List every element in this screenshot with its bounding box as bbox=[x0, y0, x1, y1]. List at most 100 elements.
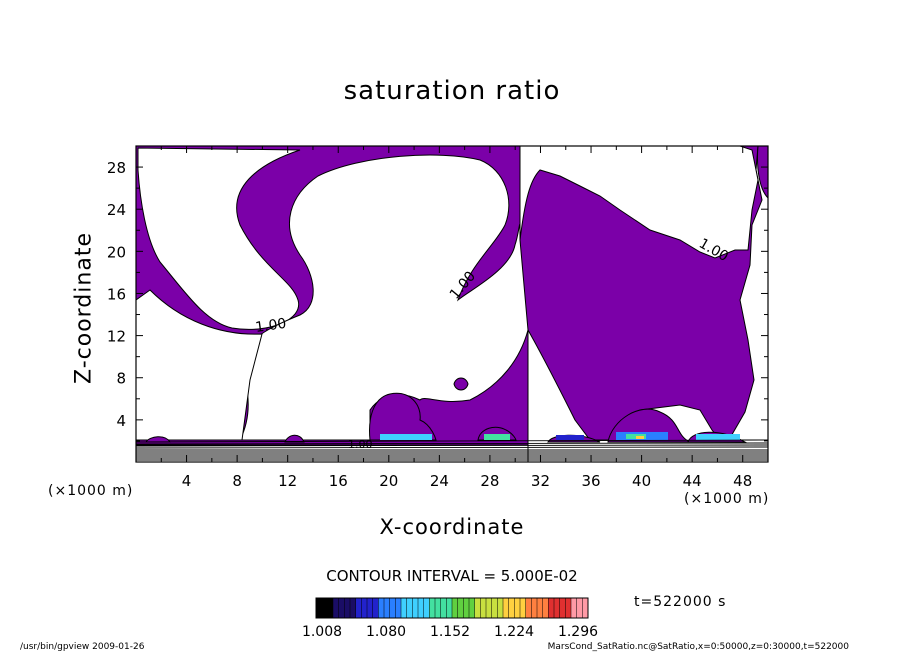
colorbar-cell bbox=[435, 598, 442, 618]
colorbar-tick-label: 1.008 bbox=[302, 624, 342, 640]
surface-contour-lines bbox=[136, 439, 768, 461]
contour-blob-26 bbox=[453, 377, 469, 391]
x-origin-unit-label: (×1000 m) bbox=[48, 483, 134, 499]
contour-blob-20 bbox=[369, 392, 437, 441]
colorbar-tick-label: 1.224 bbox=[494, 624, 534, 640]
x-tick-label: 44 bbox=[683, 472, 702, 490]
footer-left-text: /usr/bin/gpview 2009-01-26 bbox=[20, 642, 145, 652]
colorbar-cell bbox=[457, 598, 464, 618]
x-axis-unit-label: (×1000 m) bbox=[684, 491, 770, 507]
colorbar-cell bbox=[350, 598, 357, 618]
colorbar-cell bbox=[316, 598, 323, 618]
x-tick-label: 40 bbox=[632, 472, 651, 490]
colorbar-cell bbox=[395, 598, 402, 618]
colorbar-cell bbox=[520, 598, 527, 618]
x-tick-label: 48 bbox=[733, 472, 752, 490]
colorbar bbox=[315, 597, 589, 619]
colorbar-cell bbox=[474, 598, 481, 618]
contour-hole-left-lower bbox=[136, 289, 263, 441]
colorbar-cell bbox=[401, 598, 408, 618]
y-tick-group: 4 8 12 16 20 24 28 bbox=[107, 159, 768, 442]
x-tick-label: 20 bbox=[379, 472, 398, 490]
colorbar-frame bbox=[315, 597, 589, 619]
colorbar-cell bbox=[333, 598, 340, 618]
plot-frame bbox=[135, 145, 769, 463]
x-tick-label: 4 bbox=[182, 472, 192, 490]
colorbar-ticks: 1.008 1.080 1.152 1.224 1.296 bbox=[302, 624, 598, 640]
colorbar-cell bbox=[571, 598, 578, 618]
colorbar-cell bbox=[463, 598, 470, 618]
colorbar-cell bbox=[537, 598, 544, 618]
contour-fill-layer bbox=[136, 146, 768, 462]
y-tick-label: 16 bbox=[107, 285, 126, 303]
contour-interval-label: CONTOUR INTERVAL = 5.000E-02 bbox=[326, 567, 578, 585]
colorbar-cell bbox=[440, 598, 447, 618]
x-tick-label: 12 bbox=[278, 472, 297, 490]
colorbar-cell bbox=[389, 598, 396, 618]
colorbar-cell bbox=[446, 598, 453, 618]
y-tick-label: 28 bbox=[107, 159, 126, 177]
contour-blob-12 bbox=[284, 434, 305, 443]
footer-right-text: MarsCond_SatRatio.nc@SatRatio,x=0:50000,… bbox=[547, 642, 849, 652]
contour-hole-center bbox=[239, 154, 529, 441]
colorbar-cell bbox=[327, 598, 334, 618]
x-tick-group: 4 8 12 16 20 24 28 32 36 40 44 48 bbox=[160, 146, 752, 490]
colorbar-cell bbox=[503, 598, 510, 618]
colorbar-cell bbox=[508, 598, 515, 618]
supersat-patch-40c bbox=[636, 436, 644, 439]
colorbar-cell bbox=[452, 598, 459, 618]
colorbar-cell bbox=[344, 598, 351, 618]
x-tick-label: 32 bbox=[531, 472, 550, 490]
x-tick-label: 24 bbox=[430, 472, 449, 490]
supersat-patch-29 bbox=[484, 434, 510, 440]
colorbar-cell bbox=[576, 598, 583, 618]
colorbar-tick-label: 1.080 bbox=[366, 624, 406, 640]
colorbar-cell bbox=[406, 598, 413, 618]
colorbar-cell bbox=[497, 598, 504, 618]
chart-title: saturation ratio bbox=[343, 76, 561, 106]
colorbar-cell bbox=[384, 598, 391, 618]
colorbar-cell bbox=[582, 598, 589, 618]
colorbar-cell bbox=[412, 598, 419, 618]
colorbar-tick-label: 1.152 bbox=[430, 624, 470, 640]
y-tick-label: 4 bbox=[116, 412, 126, 430]
colorbar-cell bbox=[338, 598, 345, 618]
colorbar-cell bbox=[548, 598, 555, 618]
y-tick-label: 8 bbox=[116, 370, 126, 388]
colorbar-cell bbox=[542, 598, 549, 618]
supersat-patch-35 bbox=[556, 435, 584, 440]
x-tick-label: 28 bbox=[480, 472, 499, 490]
colorbar-cell bbox=[565, 598, 572, 618]
colorbar-cell bbox=[469, 598, 476, 618]
colorbar-cell bbox=[355, 598, 362, 618]
colorbar-cell bbox=[514, 598, 521, 618]
colorbar-cell bbox=[423, 598, 430, 618]
x-axis-label: X-coordinate bbox=[379, 515, 525, 539]
contour-label-1: 1.00 bbox=[254, 316, 287, 336]
colorbar-cell bbox=[486, 598, 493, 618]
colorbar-cell bbox=[372, 598, 379, 618]
colorbar-cell bbox=[429, 598, 436, 618]
colorbar-cell bbox=[554, 598, 561, 618]
colorbar-cell bbox=[378, 598, 385, 618]
time-label: t=522000 s bbox=[634, 594, 727, 610]
colorbar-cell bbox=[491, 598, 498, 618]
colorbar-cell bbox=[361, 598, 368, 618]
contour-blob-right-top bbox=[757, 146, 768, 199]
y-tick-label: 12 bbox=[107, 328, 126, 346]
supersat-patch-20 bbox=[380, 434, 432, 440]
contour-label-4: 1.00 bbox=[348, 438, 373, 451]
x-tick-label: 16 bbox=[329, 472, 348, 490]
y-tick-label: 24 bbox=[107, 201, 126, 219]
colorbar-cell bbox=[531, 598, 538, 618]
colorbar-cell bbox=[525, 598, 532, 618]
supersat-patch-46 bbox=[696, 434, 740, 440]
colorbar-tick-label: 1.296 bbox=[558, 624, 598, 640]
x-tick-label: 8 bbox=[232, 472, 242, 490]
y-tick-label: 20 bbox=[107, 243, 126, 261]
colorbar-cell bbox=[418, 598, 425, 618]
x-tick-label: 36 bbox=[581, 472, 600, 490]
colorbar-cell bbox=[321, 598, 328, 618]
contour-hole-right bbox=[519, 146, 759, 259]
